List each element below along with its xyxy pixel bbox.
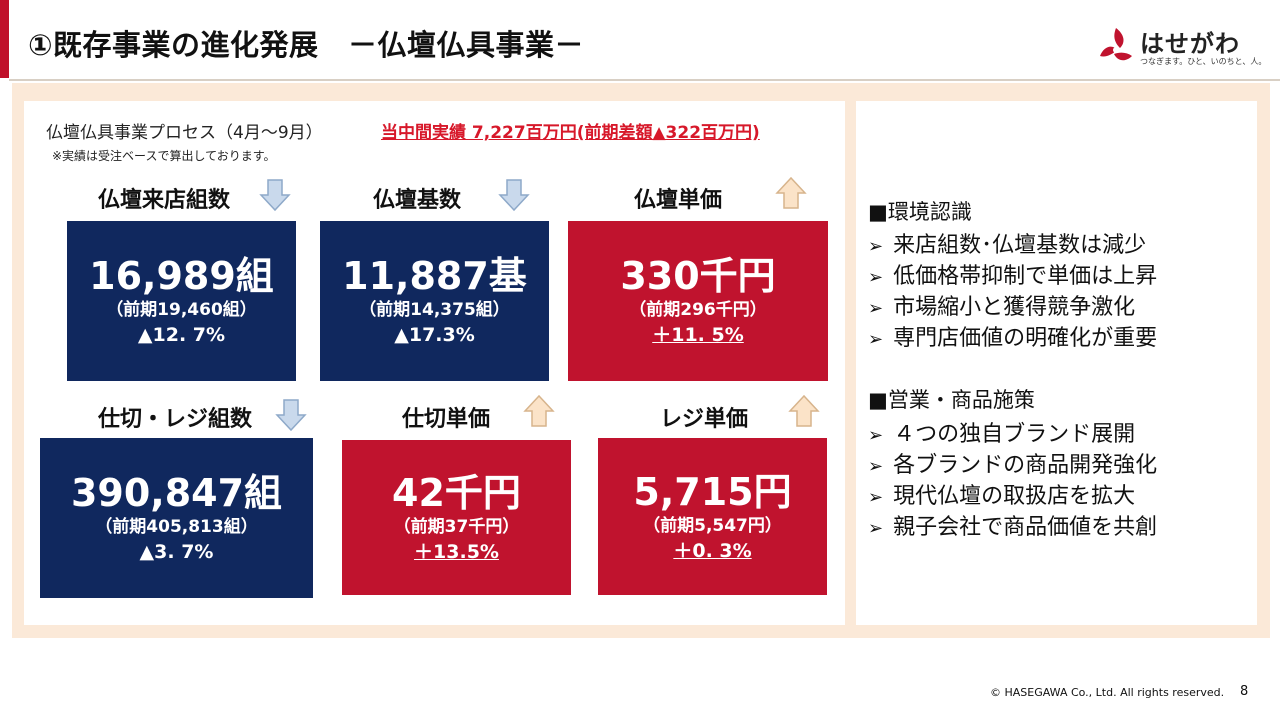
metric-previous: （前期19,460組）: [106, 300, 257, 320]
note-label: ※実績は受注ベースで算出しております。: [52, 149, 276, 163]
company-logo: はせがわ つなぎます。ひと、いのちと、人。: [1096, 24, 1266, 74]
metric-change: ＋13.5%: [414, 540, 499, 563]
metric-value: 330千円: [620, 254, 776, 298]
logo-text: はせがわ: [1140, 30, 1240, 58]
metric-title-butsudan-price: 仏壇単価: [634, 188, 723, 213]
list-item: ➢ 来店組数･仏壇基数は減少: [868, 233, 1147, 258]
bullet-arrow-icon: ➢: [868, 425, 884, 446]
bullet-arrow-icon: ➢: [868, 267, 884, 288]
metric-change: ＋11. 5%: [652, 324, 744, 346]
metric-previous: （前期14,375組）: [359, 300, 510, 320]
list-item: ➢ 市場縮小と獲得競争激化: [868, 295, 1136, 320]
section-heading-environment: ■環境認識: [868, 200, 972, 224]
metric-previous: （前期405,813組）: [95, 517, 258, 537]
metric-change: ＋0. 3%: [673, 539, 752, 562]
up-arrow-icon: [523, 394, 555, 427]
bullet-arrow-icon: ➢: [868, 487, 884, 508]
logo-mark-icon: [1100, 28, 1132, 61]
list-item: ➢ 低価格帯抑制で単価は上昇: [868, 264, 1158, 289]
up-arrow-icon: [788, 394, 820, 427]
down-arrow-icon: [498, 179, 530, 212]
metric-title-reji-price: レジ単価: [660, 407, 749, 432]
bullet-arrow-icon: ➢: [868, 298, 884, 319]
down-arrow-icon: [275, 399, 307, 432]
metric-value: 5,715円: [633, 469, 792, 514]
result-label: 当中間実績 7,227百万円(前期差額▲322百万円): [381, 123, 760, 143]
metric-value: 390,847組: [70, 471, 283, 515]
metric-value: 42千円: [392, 470, 521, 515]
page-title: ①既存事業の進化発展 －仏壇仏具事業－: [28, 28, 585, 62]
list-item: ➢ 親子会社で商品価値を共創: [868, 515, 1158, 540]
metric-box-reji-price: 5,715円 （前期5,547円） ＋0. 3%: [598, 438, 827, 595]
metric-box-butsudan-price: 330千円 （前期296千円） ＋11. 5%: [568, 221, 828, 381]
bullet-arrow-icon: ➢: [868, 329, 884, 350]
metric-box-butsudan-units: 11,887基 （前期14,375組） ▲17.3%: [320, 221, 549, 381]
list-item: ➢ ４つの独自ブランド展開: [868, 422, 1136, 447]
logo-tagline: つなぎます。ひと、いのちと、人。: [1140, 57, 1267, 66]
up-arrow-icon: [775, 176, 807, 209]
metric-previous: （前期296千円）: [629, 300, 767, 320]
metric-title-shikiri-price: 仕切単価: [402, 407, 491, 432]
metric-change: ▲17.3%: [394, 324, 475, 346]
metric-previous: （前期5,547円）: [643, 515, 782, 536]
header-divider: [9, 79, 1280, 81]
copyright-text: © HASEGAWA Co., Ltd. All rights reserved…: [990, 686, 1225, 699]
metric-title-butsudan-units: 仏壇基数: [373, 188, 462, 213]
metric-previous: （前期37千円）: [393, 516, 520, 537]
metric-title-shikiri-reji-count: 仕切・レジ組数: [98, 407, 253, 432]
metric-title-butsudan-visitors: 仏壇来店組数: [98, 188, 231, 213]
bullet-arrow-icon: ➢: [868, 236, 884, 257]
list-item: ➢ 各ブランドの商品開発強化: [868, 453, 1158, 478]
bullet-arrow-icon: ➢: [868, 518, 884, 539]
bullet-arrow-icon: ➢: [868, 456, 884, 477]
page-number: 8: [1240, 684, 1249, 699]
list-item: ➢ 専門店価値の明確化が重要: [868, 326, 1158, 351]
metric-value: 16,989組: [89, 254, 274, 298]
metric-box-butsudan-visitors: 16,989組 （前期19,460組） ▲12. 7%: [67, 221, 296, 381]
metric-box-shikiri-price: 42千円 （前期37千円） ＋13.5%: [342, 440, 571, 595]
metric-box-shikiri-reji-count: 390,847組 （前期405,813組） ▲3. 7%: [40, 438, 313, 598]
process-label: 仏壇仏具事業プロセス（4月～9月）: [46, 123, 323, 143]
down-arrow-icon: [259, 179, 291, 212]
section-heading-sales: ■営業・商品施策: [868, 388, 1035, 412]
header-accent-bar: [0, 0, 9, 78]
metric-change: ▲3. 7%: [139, 541, 214, 563]
metric-value: 11,887基: [342, 254, 527, 298]
list-item: ➢ 現代仏壇の取扱店を拡大: [868, 484, 1136, 509]
strategy-panel: [856, 101, 1257, 625]
metric-change: ▲12. 7%: [137, 324, 226, 346]
